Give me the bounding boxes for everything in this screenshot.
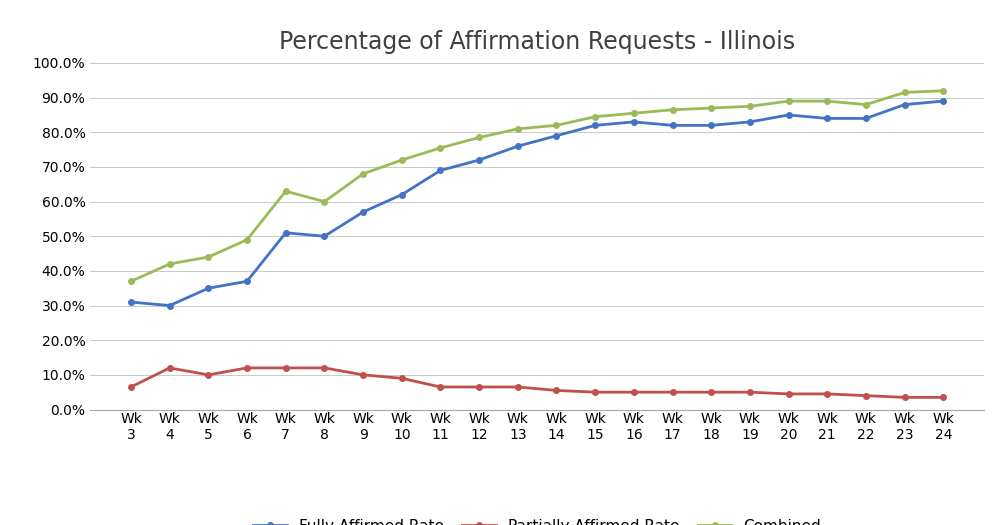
Fully Affirmed Rate [124,299,136,305]
Fully Affirmed Rate [357,209,369,215]
Partially Affirmed Rate [550,387,562,394]
Partially Affirmed Rate [512,384,524,390]
Combined [203,254,215,260]
Partially Affirmed Rate [318,365,330,371]
Combined [395,157,407,163]
Partially Affirmed Rate [898,394,910,401]
Fully Affirmed Rate [434,167,446,174]
Partially Affirmed Rate [357,372,369,378]
Partially Affirmed Rate [163,365,176,371]
Combined [512,125,524,132]
Combined [550,122,562,129]
Partially Affirmed Rate [241,365,253,371]
Partially Affirmed Rate [937,394,949,401]
Combined [124,278,136,285]
Combined [704,105,716,111]
Fully Affirmed Rate [627,119,639,125]
Fully Affirmed Rate [898,101,910,108]
Line: Combined: Combined [128,88,945,284]
Combined [163,261,176,267]
Combined [472,134,484,141]
Combined [666,107,678,113]
Combined [589,113,601,120]
Fully Affirmed Rate [472,157,484,163]
Fully Affirmed Rate [937,98,949,104]
Fully Affirmed Rate [512,143,524,149]
Partially Affirmed Rate [589,389,601,395]
Fully Affirmed Rate [280,229,292,236]
Fully Affirmed Rate [820,116,832,122]
Fully Affirmed Rate [163,302,176,309]
Combined [820,98,832,104]
Combined [781,98,793,104]
Partially Affirmed Rate [280,365,292,371]
Combined [434,145,446,151]
Legend: Fully Affirmed Rate, Partially Affirmed Rate, Combined: Fully Affirmed Rate, Partially Affirmed … [253,519,820,525]
Combined [627,110,639,117]
Fully Affirmed Rate [781,112,793,118]
Partially Affirmed Rate [124,384,136,390]
Combined [280,188,292,194]
Partially Affirmed Rate [743,389,755,395]
Combined [318,198,330,205]
Combined [357,171,369,177]
Partially Affirmed Rate [704,389,716,395]
Fully Affirmed Rate [704,122,716,129]
Line: Fully Affirmed Rate: Fully Affirmed Rate [128,98,945,308]
Partially Affirmed Rate [666,389,678,395]
Fully Affirmed Rate [203,285,215,291]
Line: Partially Affirmed Rate: Partially Affirmed Rate [128,365,945,400]
Fully Affirmed Rate [666,122,678,129]
Combined [937,88,949,94]
Partially Affirmed Rate [859,393,871,399]
Partially Affirmed Rate [781,391,793,397]
Fully Affirmed Rate [589,122,601,129]
Partially Affirmed Rate [203,372,215,378]
Partially Affirmed Rate [395,375,407,382]
Partially Affirmed Rate [820,391,832,397]
Combined [859,101,871,108]
Fully Affirmed Rate [318,233,330,239]
Title: Percentage of Affirmation Requests - Illinois: Percentage of Affirmation Requests - Ill… [279,30,794,54]
Combined [241,237,253,243]
Fully Affirmed Rate [241,278,253,285]
Partially Affirmed Rate [627,389,639,395]
Fully Affirmed Rate [743,119,755,125]
Fully Affirmed Rate [550,133,562,139]
Partially Affirmed Rate [434,384,446,390]
Combined [898,89,910,96]
Partially Affirmed Rate [472,384,484,390]
Combined [743,103,755,110]
Fully Affirmed Rate [395,192,407,198]
Fully Affirmed Rate [859,116,871,122]
